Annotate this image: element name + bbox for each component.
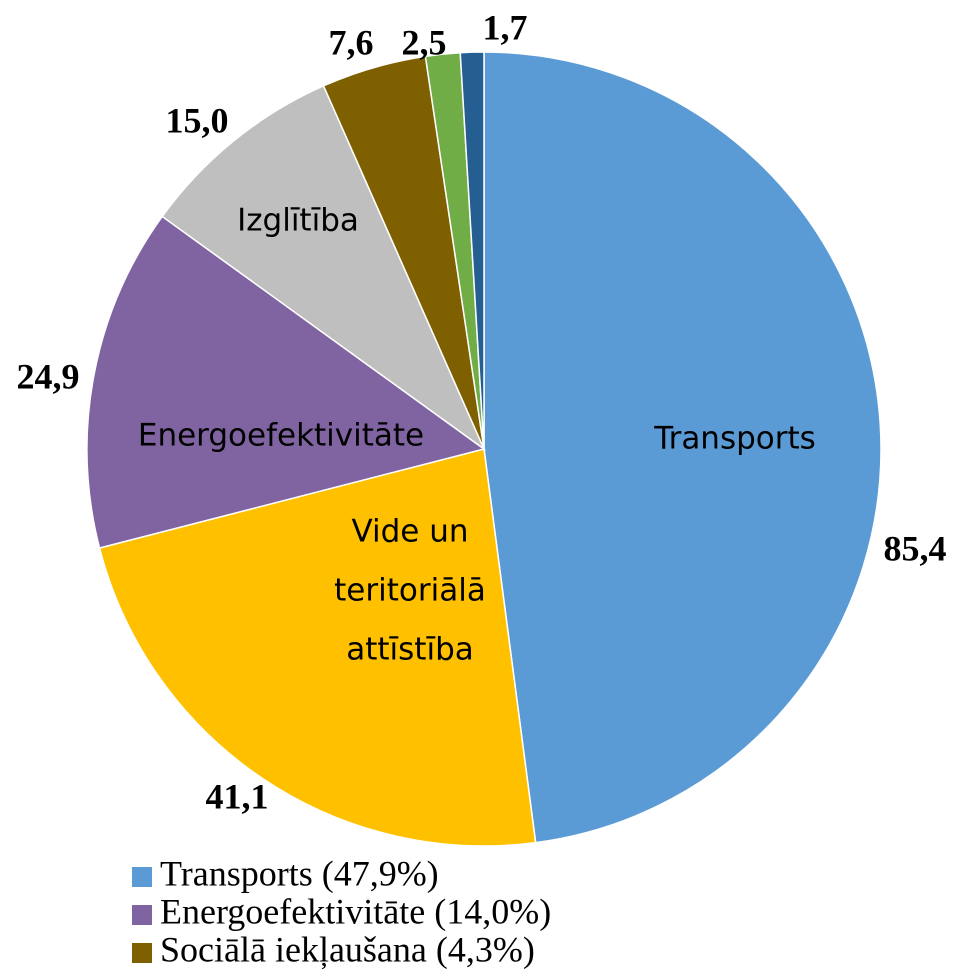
pie-slice [459,51,485,450]
slice-label: Transports [653,421,816,457]
value-label: 1,7 [483,7,528,47]
value-label: 85,4 [884,528,947,568]
value-label: 7,6 [329,22,374,62]
value-label: 15,0 [166,100,229,140]
legend-label: Sociālā iekļaušana (4,3%) [160,929,535,969]
pie-slice [161,84,486,452]
legend-swatch [132,867,152,887]
pie-slice [98,448,537,847]
slice-label: attīstība [346,632,474,668]
value-label: 41,1 [206,776,269,816]
value-label: 2,5 [402,22,447,62]
legend-label: Energoefektivitāte (14,0%) [160,891,551,931]
legend-swatch [132,905,152,925]
legend-swatch [132,943,152,963]
slice-label: teritoriālā [334,573,486,609]
slice-label: Izglītība [237,203,359,239]
pie-slice [483,51,882,844]
legend-label: Transports (47,9%) [160,853,439,893]
pie-slice [86,215,486,549]
slice-label: Energoefektivitāte [138,418,424,454]
slice-label: Vide un [351,514,468,550]
value-label: 24,9 [17,356,80,396]
